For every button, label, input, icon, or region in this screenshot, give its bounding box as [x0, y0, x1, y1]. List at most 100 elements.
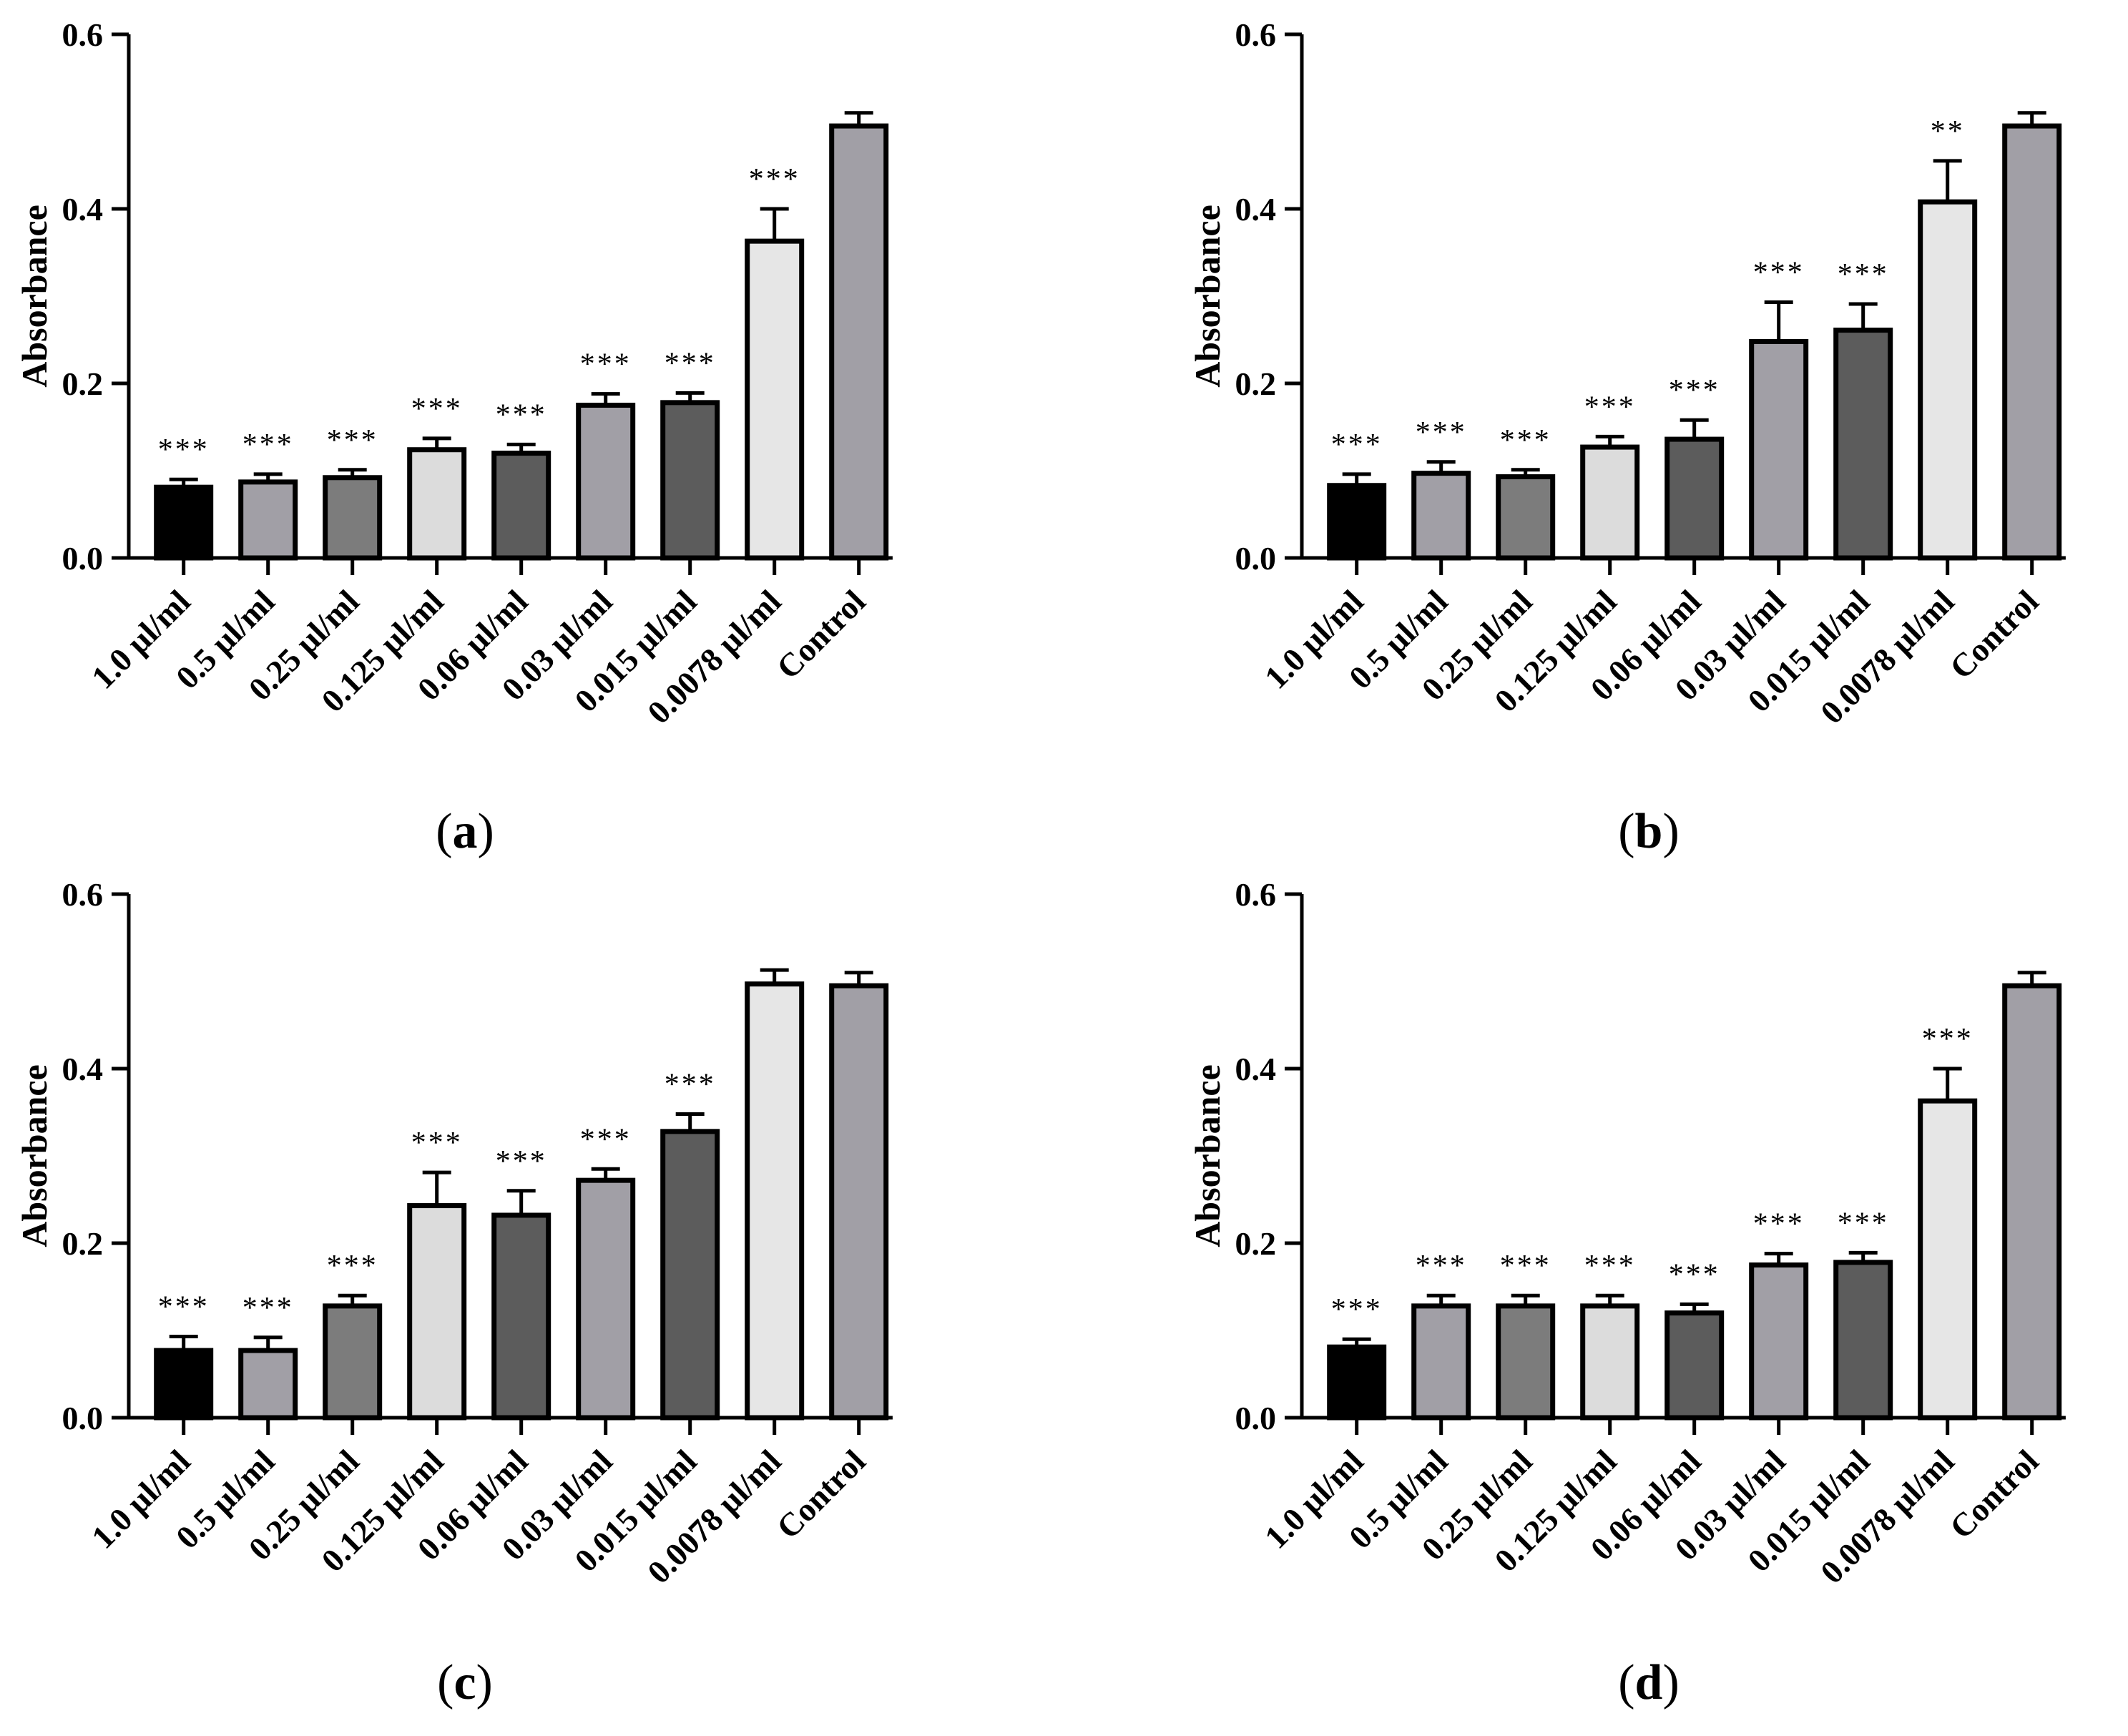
- bar: [1749, 1262, 1809, 1421]
- y-tick-label: 0.6: [62, 876, 104, 913]
- significance-marker: ***: [580, 1123, 632, 1156]
- y-tick-label: 0.4: [62, 1051, 104, 1087]
- bar: [1664, 1310, 1725, 1421]
- significance-marker: ***: [665, 1068, 716, 1101]
- bar: [829, 983, 889, 1421]
- bar: [660, 400, 720, 561]
- y-axis-title: Absorbance: [1187, 205, 1227, 388]
- x-tick-label: Control: [1943, 583, 2046, 686]
- y-tick-label: 0.0: [1235, 540, 1277, 577]
- bar: [491, 451, 551, 561]
- panel-label: (b): [1618, 804, 1680, 859]
- significance-marker: ***: [1500, 1250, 1551, 1283]
- significance-marker: ***: [1669, 374, 1720, 407]
- bar: [1580, 1303, 1640, 1421]
- significance-marker: ***: [580, 348, 632, 381]
- significance-marker: ***: [496, 398, 547, 431]
- bar: [154, 1348, 214, 1421]
- y-tick-label: 0.4: [1235, 1051, 1277, 1087]
- y-axis-title: Absorbance: [14, 1064, 54, 1247]
- bar: [238, 479, 298, 561]
- y-tick-label: 0.2: [62, 366, 104, 402]
- significance-marker: ***: [1416, 1250, 1467, 1283]
- significance-marker: ***: [665, 347, 716, 380]
- significance-marker: ***: [242, 1292, 294, 1325]
- panel-label: (c): [437, 1655, 493, 1710]
- bar: [1411, 1303, 1471, 1421]
- x-tick-label: Control: [1943, 1443, 2046, 1546]
- significance-marker: ***: [1922, 1023, 1973, 1056]
- significance-marker: ***: [1331, 1293, 1383, 1326]
- bar: [1833, 328, 1893, 561]
- significance-marker: ***: [1584, 391, 1636, 423]
- significance-marker: ***: [1838, 1207, 1889, 1240]
- y-tick-label: 0.6: [62, 16, 104, 53]
- significance-marker: **: [1931, 115, 1965, 148]
- bar: [745, 238, 805, 561]
- y-tick-label: 0.2: [62, 1225, 104, 1262]
- bar: [323, 1303, 383, 1421]
- bar: [576, 403, 636, 561]
- bar: [407, 1203, 467, 1421]
- bar: [491, 1212, 551, 1421]
- bar: [1411, 471, 1471, 561]
- significance-marker: ***: [1584, 1250, 1636, 1283]
- significance-marker: ***: [327, 1250, 378, 1283]
- y-tick-label: 0.0: [62, 1400, 104, 1436]
- significance-marker: ***: [1838, 258, 1889, 291]
- bar: [154, 484, 214, 561]
- bar: [2002, 123, 2062, 561]
- x-tick-label: Control: [770, 583, 873, 686]
- y-tick-label: 0.4: [62, 191, 104, 227]
- significance-marker: ***: [158, 433, 210, 466]
- bar: [1580, 444, 1640, 561]
- bar: [576, 1177, 636, 1421]
- significance-marker: ***: [411, 1127, 463, 1159]
- bar: [1749, 338, 1809, 561]
- significance-marker: ***: [1416, 416, 1467, 449]
- y-axis-title: Absorbance: [1187, 1064, 1227, 1247]
- significance-marker: ***: [242, 428, 294, 461]
- bar: [407, 447, 467, 561]
- bar: [745, 981, 805, 1421]
- y-tick-label: 0.2: [1235, 1225, 1277, 1262]
- significance-marker: ***: [1331, 428, 1383, 461]
- significance-marker: ***: [158, 1291, 210, 1324]
- y-tick-label: 0.4: [1235, 191, 1277, 227]
- bar: [1664, 436, 1725, 561]
- significance-marker: ***: [327, 424, 378, 457]
- significance-marker: ***: [749, 163, 800, 196]
- bar: [660, 1129, 720, 1421]
- bar: [1327, 483, 1387, 561]
- significance-marker: ***: [411, 393, 463, 426]
- bar: [1496, 1303, 1556, 1421]
- y-axis-title: Absorbance: [14, 205, 54, 388]
- panel-label: (d): [1618, 1655, 1680, 1710]
- x-tick-label: Control: [770, 1443, 873, 1546]
- bar: [2002, 983, 2062, 1421]
- significance-marker: ***: [1500, 424, 1551, 457]
- significance-marker: ***: [1753, 1208, 1805, 1241]
- y-tick-label: 0.6: [1235, 16, 1277, 53]
- y-tick-label: 0.0: [62, 540, 104, 577]
- bar: [1918, 1098, 1978, 1421]
- bar: [1327, 1344, 1387, 1421]
- significance-marker: ***: [1669, 1258, 1720, 1291]
- bar: [1496, 474, 1556, 561]
- y-tick-label: 0.6: [1235, 876, 1277, 913]
- significance-marker: ***: [496, 1145, 547, 1178]
- panel-label: (a): [436, 804, 494, 859]
- significance-marker: ***: [1753, 257, 1805, 290]
- y-tick-label: 0.2: [1235, 366, 1277, 402]
- bar: [1833, 1260, 1893, 1421]
- bar: [323, 475, 383, 561]
- bar: [238, 1348, 298, 1421]
- y-tick-label: 0.0: [1235, 1400, 1277, 1436]
- bar: [829, 123, 889, 561]
